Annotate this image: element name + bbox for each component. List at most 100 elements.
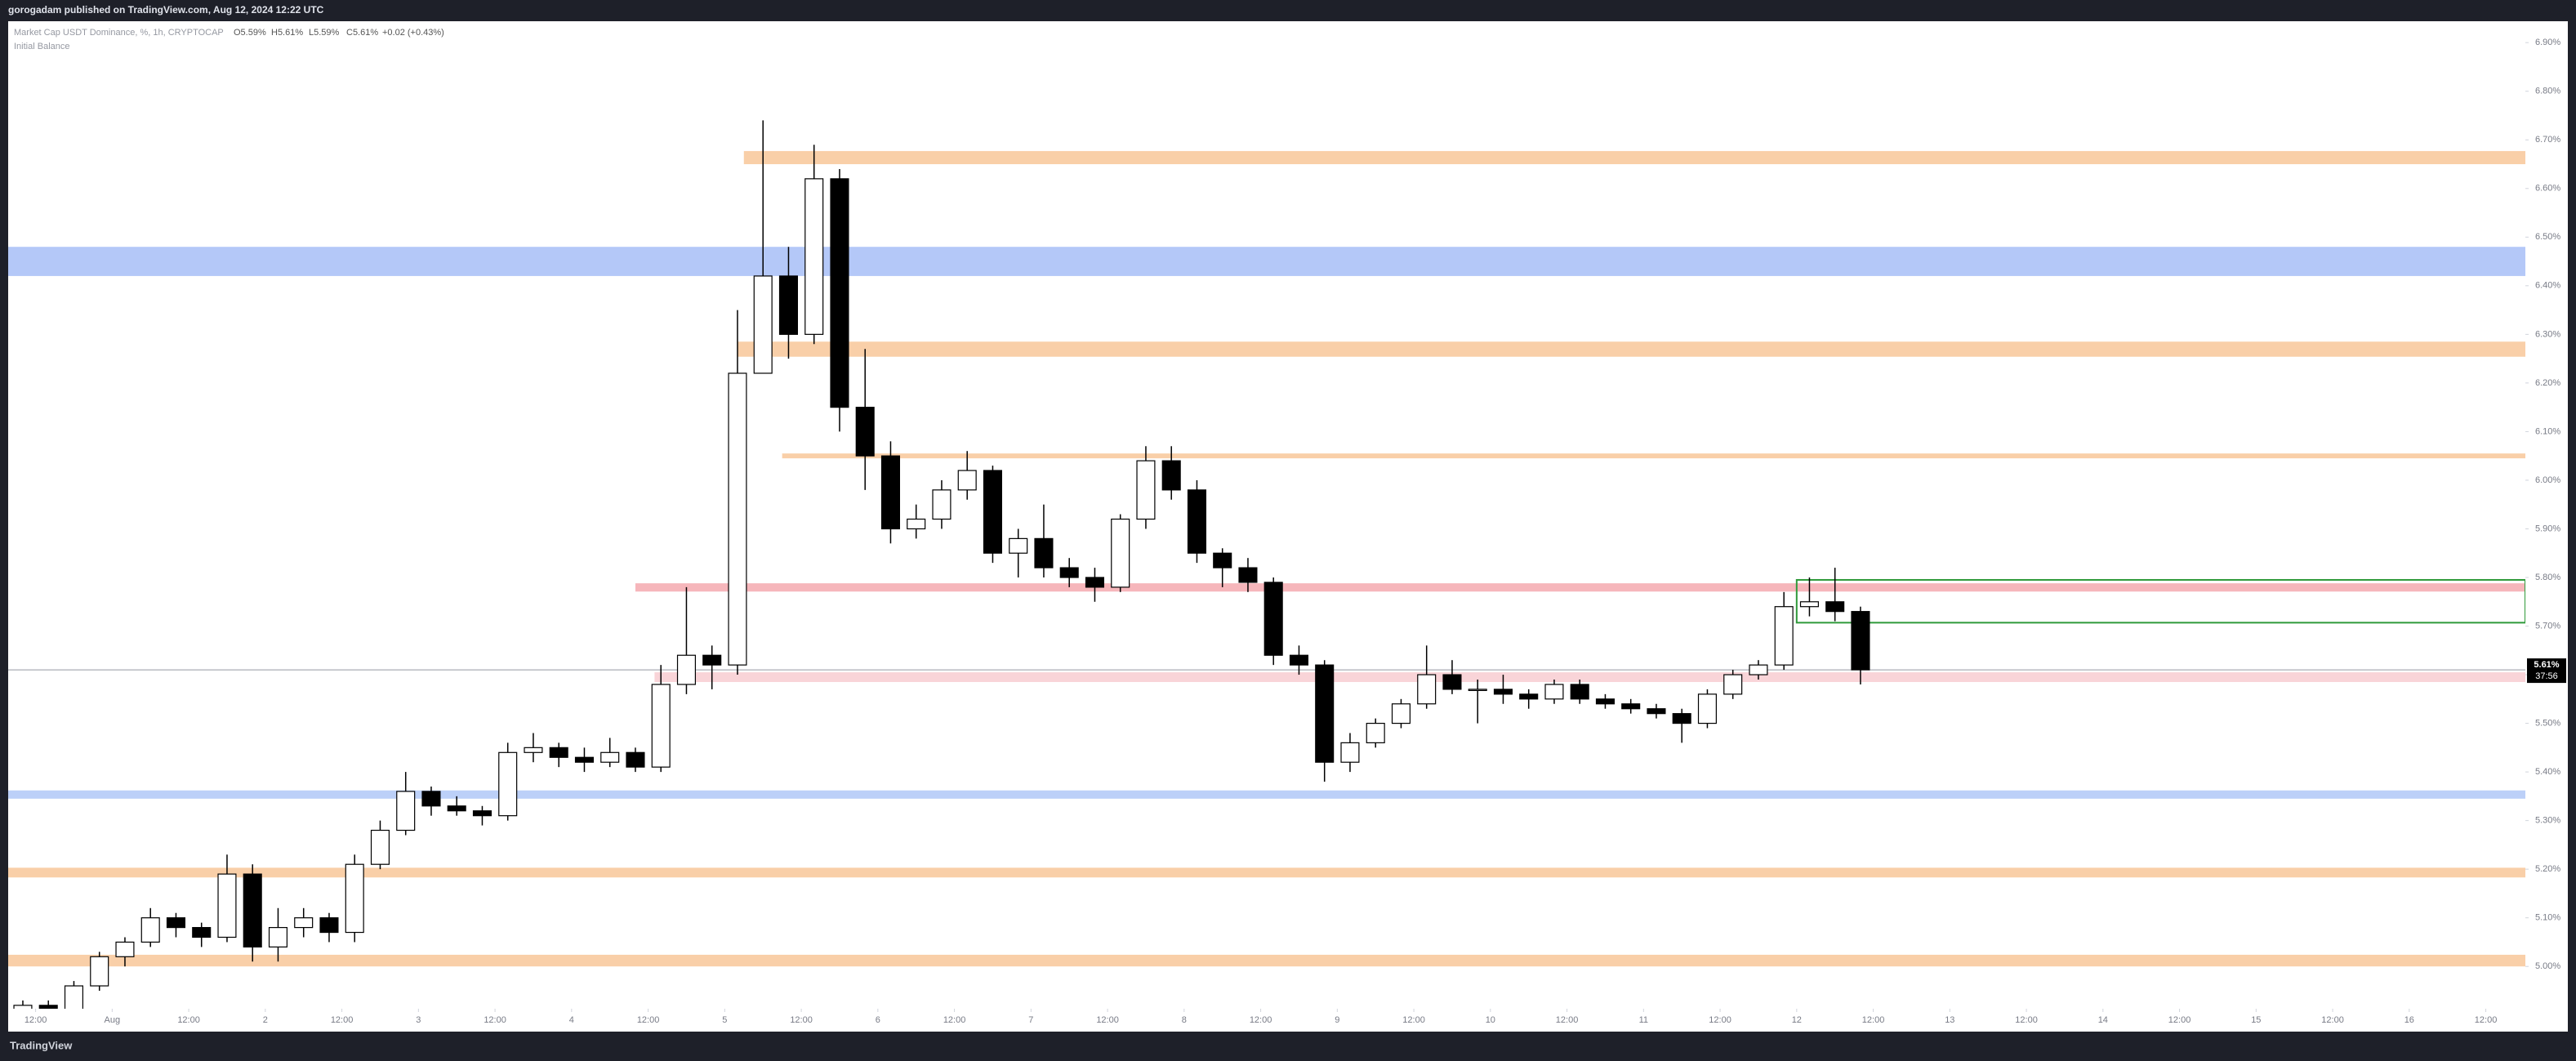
- x-tick-label: 14: [2098, 1015, 2108, 1025]
- x-tick-label: 4: [569, 1015, 574, 1025]
- zone: [737, 341, 2525, 357]
- x-tick-label: 9: [1335, 1015, 1339, 1025]
- candle-body: [1213, 552, 1232, 568]
- candle-body: [1570, 684, 1589, 700]
- candle-body: [192, 926, 212, 938]
- chart-area: [8, 21, 2568, 1032]
- candle-body: [1187, 489, 1206, 554]
- y-tick-label: 6.50%: [2535, 232, 2560, 242]
- y-tick-label: 6.30%: [2535, 329, 2560, 339]
- zone: [8, 867, 2525, 878]
- candle-body: [702, 654, 722, 666]
- candle-body: [243, 873, 262, 948]
- legend-symbol: Market Cap USDT Dominance, %, 1h, CRYPTO…: [14, 28, 224, 38]
- candle-body: [1697, 693, 1717, 724]
- x-tick-label: 12:00: [331, 1015, 354, 1025]
- candle-body: [880, 455, 900, 530]
- y-tick-label: 6.90%: [2535, 38, 2560, 47]
- candle-body: [345, 863, 364, 934]
- x-tick-label: 12:00: [2015, 1015, 2038, 1025]
- candle-body: [1595, 698, 1615, 705]
- candle-body: [524, 747, 543, 753]
- candle-body: [600, 751, 620, 763]
- candle-body: [140, 917, 160, 943]
- candle-body: [64, 985, 84, 1009]
- candle-body: [676, 654, 696, 685]
- x-tick-label: 12:00: [1862, 1015, 1885, 1025]
- zones: [8, 150, 2525, 967]
- y-tick-label: 5.50%: [2535, 718, 2560, 728]
- candle-body: [38, 1005, 58, 1009]
- x-tick-label: 12: [1792, 1015, 1802, 1025]
- candle-body: [217, 873, 237, 938]
- candles: [13, 120, 1870, 1009]
- candle-body: [370, 829, 390, 865]
- candle-body: [932, 489, 952, 520]
- x-tick-label: 12:00: [2475, 1015, 2498, 1025]
- candle-body: [166, 917, 186, 929]
- candle-body: [1774, 606, 1794, 666]
- x-tick-label: 12:00: [1402, 1015, 1425, 1025]
- candle-body: [1059, 567, 1079, 578]
- price-label-box: [2527, 658, 2566, 684]
- publisher: gorogadam published on TradingView.com, …: [8, 4, 324, 16]
- candle-body: [1749, 664, 1768, 675]
- candle-body: [957, 470, 977, 491]
- x-tick-label: 11: [1639, 1015, 1648, 1025]
- x-tick-label: 16: [2404, 1015, 2414, 1025]
- y-tick-label: 5.30%: [2535, 816, 2560, 826]
- candle-body: [294, 917, 314, 929]
- candle-body: [472, 810, 492, 817]
- candle-body: [574, 756, 594, 763]
- price-label: 5.61%: [2534, 660, 2559, 670]
- candle-body: [1111, 518, 1130, 588]
- candle-body: [498, 751, 518, 817]
- candle-body: [1468, 689, 1487, 692]
- countdown: 37:56: [2535, 671, 2558, 681]
- x-tick-label: 2: [263, 1015, 268, 1025]
- y-tick-label: 6.80%: [2535, 87, 2560, 96]
- x-tick-label: 6: [876, 1015, 880, 1025]
- candle-body: [728, 372, 747, 666]
- candle-body: [1493, 689, 1513, 695]
- y-tick-label: 5.40%: [2535, 767, 2560, 777]
- x-tick-label: 3: [416, 1015, 421, 1025]
- candle-body: [1851, 611, 1870, 671]
- footer-brand[interactable]: TradingView: [10, 1039, 73, 1051]
- candle-body: [1544, 684, 1564, 700]
- zone: [782, 453, 2525, 459]
- x-tick-label: 12:00: [790, 1015, 813, 1025]
- candle-body: [1263, 582, 1283, 656]
- x-tick-label: 8: [1182, 1015, 1187, 1025]
- candle-body: [1315, 664, 1335, 763]
- candle-body: [907, 518, 926, 530]
- candle-body: [396, 791, 416, 831]
- axes: 5.00%5.10%5.20%5.30%5.40%5.50%5.60%5.70%…: [25, 38, 2566, 1025]
- x-tick-label: 12:00: [484, 1015, 506, 1025]
- x-tick-label: Aug: [105, 1015, 121, 1025]
- y-tick-label: 5.80%: [2535, 573, 2560, 582]
- y-tick-label: 6.00%: [2535, 475, 2560, 485]
- candle-body: [1799, 601, 1819, 608]
- candle-body: [1621, 703, 1641, 710]
- candle-body: [1034, 537, 1054, 568]
- candle-body: [447, 805, 466, 812]
- y-tick-label: 5.00%: [2535, 961, 2560, 971]
- zone: [743, 150, 2525, 165]
- candle-body: [319, 917, 339, 934]
- candle-body: [1161, 460, 1181, 491]
- range-box: [1795, 578, 2525, 624]
- candle-body: [778, 275, 798, 335]
- candle-body: [1340, 742, 1360, 763]
- y-tick-label: 6.10%: [2535, 426, 2560, 436]
- candle-body: [1009, 537, 1028, 554]
- zone: [8, 954, 2525, 967]
- x-tick-label: 13: [1945, 1015, 1954, 1025]
- x-tick-label: 10: [1486, 1015, 1495, 1025]
- candle-body: [549, 747, 568, 758]
- candle-body: [1723, 674, 1743, 695]
- x-tick-label: 5: [722, 1015, 727, 1025]
- zone: [8, 247, 2525, 276]
- indicator-name[interactable]: Initial Balance: [14, 42, 70, 51]
- candle-body: [1085, 577, 1104, 588]
